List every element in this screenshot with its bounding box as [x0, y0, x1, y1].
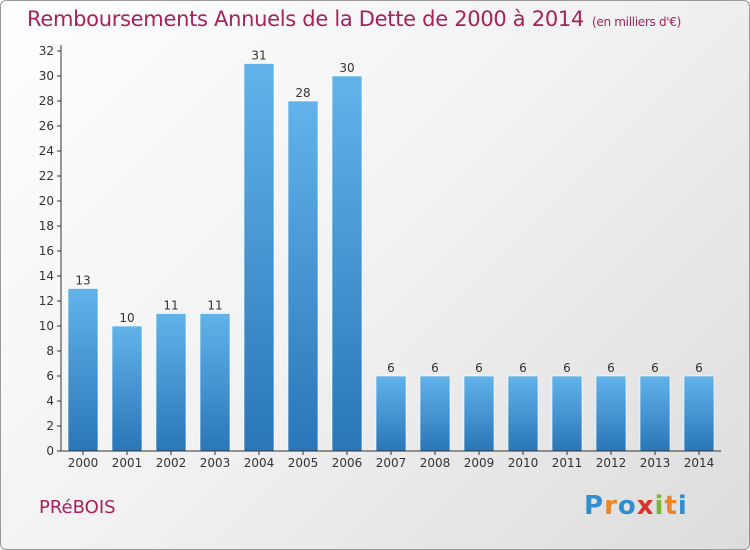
value-label: 30	[339, 61, 354, 75]
y-tick-label: 2	[46, 419, 54, 433]
bar-2001	[111, 325, 143, 452]
bar-2013	[639, 375, 671, 452]
y-tick-label: 12	[39, 294, 54, 308]
value-label: 13	[75, 274, 90, 288]
logo-letter: r	[604, 491, 618, 521]
bar-2012	[595, 375, 627, 452]
logo-letter: o	[617, 491, 637, 521]
chart-unit: (en milliers d'€)	[592, 15, 682, 29]
bar-2007	[375, 375, 407, 452]
x-tick-label: 2011	[552, 456, 583, 470]
x-tick-label: 2012	[596, 456, 627, 470]
x-tick-label: 2002	[156, 456, 187, 470]
value-label: 6	[475, 361, 483, 375]
y-tick-label: 4	[46, 394, 54, 408]
logo-letter: x	[636, 491, 655, 521]
value-label: 31	[251, 49, 266, 63]
x-tick-label: 2006	[332, 456, 363, 470]
y-tick-label: 8	[46, 344, 54, 358]
x-tick-label: 2014	[684, 456, 715, 470]
value-label: 11	[207, 299, 222, 313]
value-label: 10	[119, 311, 134, 325]
y-tick-label: 0	[46, 444, 54, 458]
bar-2005	[287, 100, 319, 452]
commune-name: PRéBOIS	[39, 497, 116, 518]
value-label: 6	[695, 361, 703, 375]
bar-2014	[683, 375, 715, 452]
x-tick-label: 2007	[376, 456, 407, 470]
logo-letter: t	[664, 491, 678, 521]
chart-title: Remboursements Annuels de la Dette de 20…	[27, 7, 681, 31]
proxiti-logo: Proxiti	[584, 491, 688, 521]
bar-2004	[243, 63, 275, 452]
value-label: 28	[295, 86, 310, 100]
bar-2009	[463, 375, 495, 452]
value-label: 6	[519, 361, 527, 375]
y-tick-label: 10	[39, 319, 54, 333]
x-tick-label: 2004	[244, 456, 275, 470]
y-tick-label: 26	[39, 119, 54, 133]
bar-2010	[507, 375, 539, 452]
x-tick-label: 2003	[200, 456, 231, 470]
value-label: 6	[431, 361, 439, 375]
y-tick-label: 14	[39, 269, 54, 283]
x-tick-label: 2005	[288, 456, 319, 470]
logo-letter: P	[584, 491, 605, 521]
y-tick-label: 24	[39, 144, 54, 158]
bar-2006	[331, 75, 363, 452]
chart-title-text: Remboursements Annuels de la Dette de 20…	[27, 7, 584, 31]
value-label: 6	[607, 361, 615, 375]
y-tick-label: 20	[39, 194, 54, 208]
logo-letter: i	[677, 491, 688, 521]
x-tick-label: 2013	[640, 456, 671, 470]
y-tick-label: 32	[39, 44, 54, 58]
y-tick-label: 6	[46, 369, 54, 383]
y-tick-label: 22	[39, 169, 54, 183]
logo-letter: i	[654, 491, 665, 521]
y-tick-label: 18	[39, 219, 54, 233]
x-tick-label: 2010	[508, 456, 539, 470]
x-tick-label: 2000	[68, 456, 99, 470]
bar-2011	[551, 375, 583, 452]
bar-2002	[155, 313, 187, 452]
y-tick-label: 28	[39, 94, 54, 108]
bar-2008	[419, 375, 451, 452]
bars-group: 13 10 11 11 31 28 30 6 6 6 6 6 6 6 6	[67, 49, 715, 452]
x-tick-label: 2008	[420, 456, 451, 470]
value-label: 11	[163, 299, 178, 313]
value-label: 6	[563, 361, 571, 375]
y-tick-label: 30	[39, 69, 54, 83]
x-tick-label: 2009	[464, 456, 495, 470]
value-label: 6	[651, 361, 659, 375]
bar-2003	[199, 313, 231, 452]
value-label: 6	[387, 361, 395, 375]
bar-2000	[67, 288, 99, 452]
x-tick-label: 2001	[112, 456, 143, 470]
y-tick-label: 16	[39, 244, 54, 258]
